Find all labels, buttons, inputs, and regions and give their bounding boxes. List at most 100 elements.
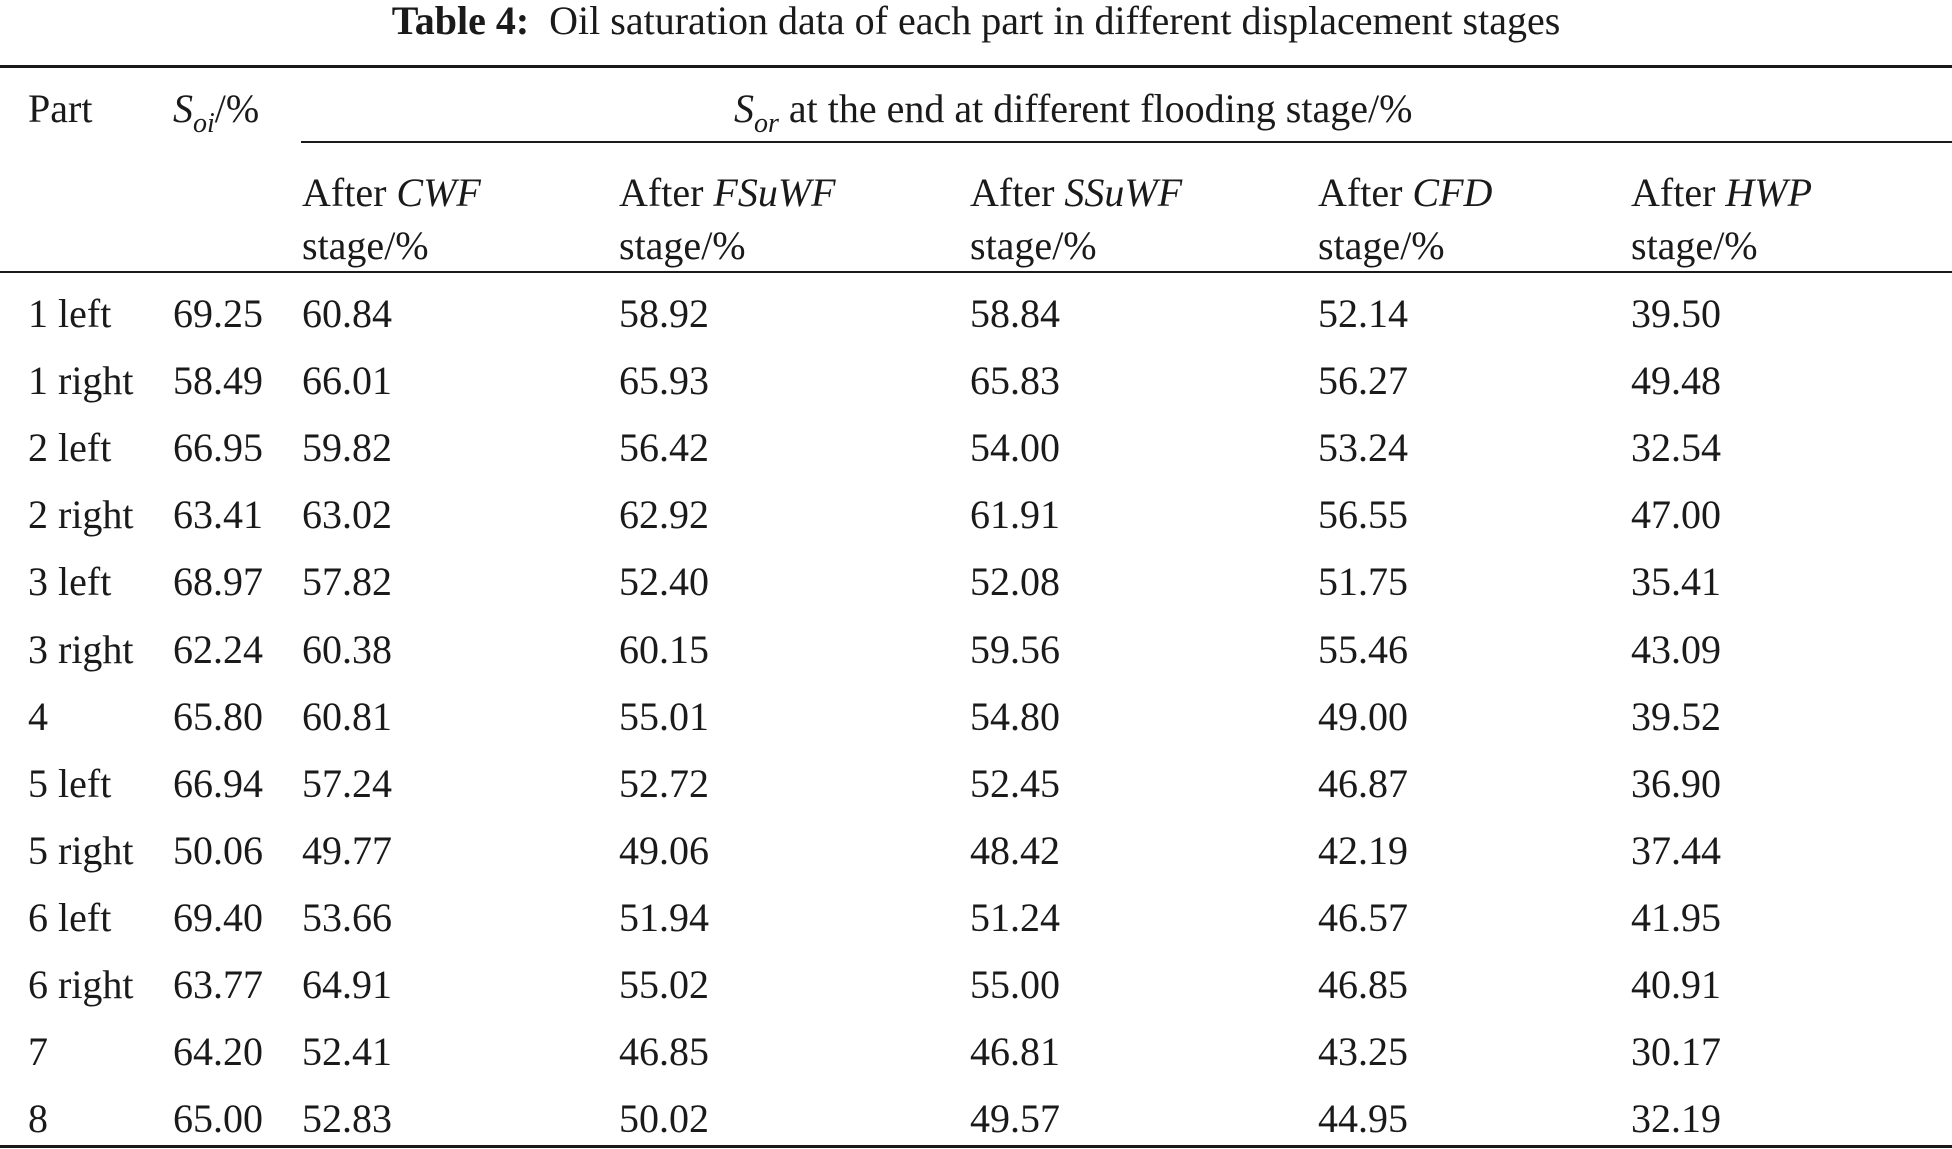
cell-sor: 44.95: [1318, 1096, 1408, 1141]
cell-sor: 56.27: [1318, 358, 1408, 403]
cell-sor: 60.15: [619, 627, 709, 672]
cell-sor: 56.55: [1318, 492, 1408, 537]
stage-header-line1: After CFD: [1318, 173, 1492, 213]
cell-sor: 48.42: [970, 828, 1060, 873]
cell-sor: 40.91: [1631, 962, 1721, 1007]
stage-header-line2: stage/%: [619, 223, 746, 268]
cell-sor: 55.02: [619, 962, 709, 1007]
cell-sor: 58.84: [970, 291, 1060, 336]
stage-name: HWP: [1725, 170, 1813, 215]
cell-sor: 49.57: [970, 1096, 1060, 1141]
cell-part: 5 right: [28, 828, 134, 873]
cell-sor: 60.84: [302, 291, 392, 336]
stage-name: CFD: [1412, 170, 1493, 215]
cell-soi: 62.24: [173, 627, 263, 672]
cell-part: 5 left: [28, 761, 112, 806]
cell-soi: 65.00: [173, 1096, 263, 1141]
cell-sor: 54.00: [970, 425, 1060, 470]
cell-sor: 55.00: [970, 962, 1060, 1007]
table-caption: Table 4: Oil saturation data of each par…: [0, 1, 1952, 41]
stage-header-line1: After FSuWF: [619, 173, 836, 213]
cell-part: 6 left: [28, 895, 112, 940]
cell-sor: 52.40: [619, 559, 709, 604]
cell-sor: 49.48: [1631, 358, 1721, 403]
cell-soi: 63.77: [173, 962, 263, 1007]
stage-header-line1: After SSuWF: [970, 173, 1182, 213]
cell-sor: 58.92: [619, 291, 709, 336]
cell-sor: 52.83: [302, 1096, 392, 1141]
cell-sor: 35.41: [1631, 559, 1721, 604]
cell-soi: 63.41: [173, 492, 263, 537]
cell-sor: 65.83: [970, 358, 1060, 403]
cell-part: 2 left: [28, 425, 112, 470]
cell-sor: 51.94: [619, 895, 709, 940]
stage-header-line1: After CWF: [302, 173, 481, 213]
cell-sor: 52.14: [1318, 291, 1408, 336]
stage-prefix: After: [970, 170, 1055, 215]
cell-sor: 49.77: [302, 828, 392, 873]
stage-name: FSuWF: [713, 170, 836, 215]
stage-header-line2: stage/%: [970, 223, 1097, 268]
header-part: Part: [28, 86, 93, 131]
cell-sor: 39.50: [1631, 291, 1721, 336]
cell-soi: 65.80: [173, 694, 263, 739]
cell-sor: 46.85: [619, 1029, 709, 1074]
cell-soi: 69.25: [173, 291, 263, 336]
cell-soi: 66.95: [173, 425, 263, 470]
cell-sor: 63.02: [302, 492, 392, 537]
cell-sor: 49.00: [1318, 694, 1408, 739]
cell-sor: 57.82: [302, 559, 392, 604]
sor-symbol: S: [734, 86, 754, 131]
cell-sor: 56.42: [619, 425, 709, 470]
cell-part: 7: [28, 1029, 48, 1074]
cell-part: 3 right: [28, 627, 134, 672]
cell-soi: 66.94: [173, 761, 263, 806]
bottom-rule: [0, 1145, 1952, 1148]
cell-sor: 51.75: [1318, 559, 1408, 604]
cell-sor: 52.08: [970, 559, 1060, 604]
group-rule: [301, 141, 1952, 143]
cell-soi: 69.40: [173, 895, 263, 940]
caption-label: Table 4:: [391, 0, 530, 43]
cell-part: 1 left: [28, 291, 112, 336]
cell-sor: 46.57: [1318, 895, 1408, 940]
cell-sor: 62.92: [619, 492, 709, 537]
top-rule: [0, 65, 1952, 68]
stage-prefix: After: [1318, 170, 1403, 215]
cell-soi: 58.49: [173, 358, 263, 403]
cell-sor: 61.91: [970, 492, 1060, 537]
cell-sor: 54.80: [970, 694, 1060, 739]
stage-name: SSuWF: [1064, 170, 1183, 215]
cell-sor: 32.54: [1631, 425, 1721, 470]
sor-subscript: or: [754, 108, 779, 139]
cell-sor: 41.95: [1631, 895, 1721, 940]
cell-part: 4: [28, 694, 48, 739]
cell-sor: 60.81: [302, 694, 392, 739]
cell-sor: 59.56: [970, 627, 1060, 672]
cell-sor: 55.01: [619, 694, 709, 739]
cell-sor: 65.93: [619, 358, 709, 403]
cell-part: 2 right: [28, 492, 134, 537]
stage-name: CWF: [396, 170, 481, 215]
stage-prefix: After: [1631, 170, 1716, 215]
cell-sor: 53.66: [302, 895, 392, 940]
cell-sor: 66.01: [302, 358, 392, 403]
cell-sor: 43.25: [1318, 1029, 1408, 1074]
stage-header-line2: stage/%: [1318, 223, 1445, 268]
cell-sor: 52.72: [619, 761, 709, 806]
cell-sor: 52.41: [302, 1029, 392, 1074]
stage-header-line2: stage/%: [1631, 223, 1758, 268]
cell-sor: 37.44: [1631, 828, 1721, 873]
cell-sor: 55.46: [1318, 627, 1408, 672]
stage-prefix: After: [619, 170, 704, 215]
cell-sor: 36.90: [1631, 761, 1721, 806]
header-rule: [0, 271, 1952, 273]
cell-sor: 46.87: [1318, 761, 1408, 806]
cell-sor: 59.82: [302, 425, 392, 470]
soi-subscript: oi: [193, 108, 215, 139]
cell-soi: 50.06: [173, 828, 263, 873]
cell-sor: 46.81: [970, 1029, 1060, 1074]
cell-soi: 64.20: [173, 1029, 263, 1074]
soi-symbol: S: [173, 86, 193, 131]
